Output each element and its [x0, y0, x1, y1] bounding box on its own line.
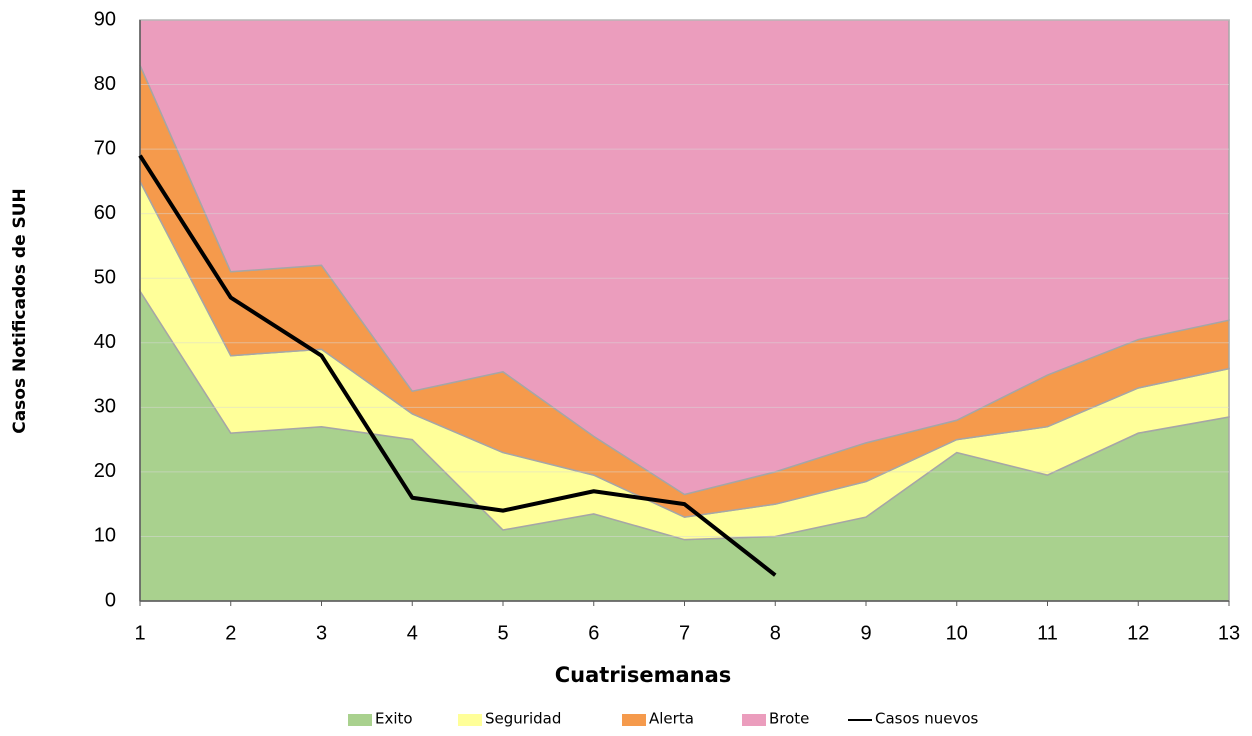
x-tick-label: 11	[1037, 622, 1058, 644]
legend-swatch	[742, 714, 766, 726]
y-tick-label: 20	[94, 460, 116, 482]
x-tick-label: 1	[134, 622, 145, 644]
x-tick-label: 2	[225, 622, 236, 644]
legend-swatch	[458, 714, 482, 726]
y-axis-title: Casos Notificados de SUH	[10, 188, 30, 434]
y-tick-label: 40	[94, 331, 116, 353]
y-tick-label: 90	[94, 8, 116, 30]
y-tick-label: 70	[94, 137, 116, 159]
x-tick-label: 13	[1218, 622, 1240, 644]
x-tick-label: 12	[1127, 622, 1149, 644]
x-tick-label: 5	[497, 622, 508, 644]
y-tick-label: 80	[94, 73, 116, 95]
x-tick-label: 3	[316, 622, 327, 644]
y-tick-label: 50	[94, 267, 116, 289]
x-axis-title: Cuatrisemanas	[555, 663, 732, 687]
line	[138, 154, 777, 577]
x-tick-label: 10	[946, 622, 968, 644]
x-tick-label: 7	[679, 622, 690, 644]
y-tick-label: 10	[94, 525, 116, 547]
legend-label: Casos nuevos	[875, 710, 979, 728]
legend-label: Alerta	[649, 710, 694, 728]
x-tick-label: 6	[588, 622, 599, 644]
legend-label: Exito	[375, 710, 413, 728]
legend-label: Seguridad	[485, 710, 561, 728]
legend-swatch	[348, 714, 372, 726]
y-tick-label: 60	[94, 202, 116, 224]
x-tick-label: 8	[770, 622, 781, 644]
x-tick-label: 9	[860, 622, 871, 644]
legend-swatch	[622, 714, 646, 726]
x-tick-label: 4	[407, 622, 418, 644]
y-tick-label: 30	[94, 396, 116, 418]
y-tick-label: 0	[105, 589, 116, 611]
legend-label: Brote	[769, 710, 809, 728]
